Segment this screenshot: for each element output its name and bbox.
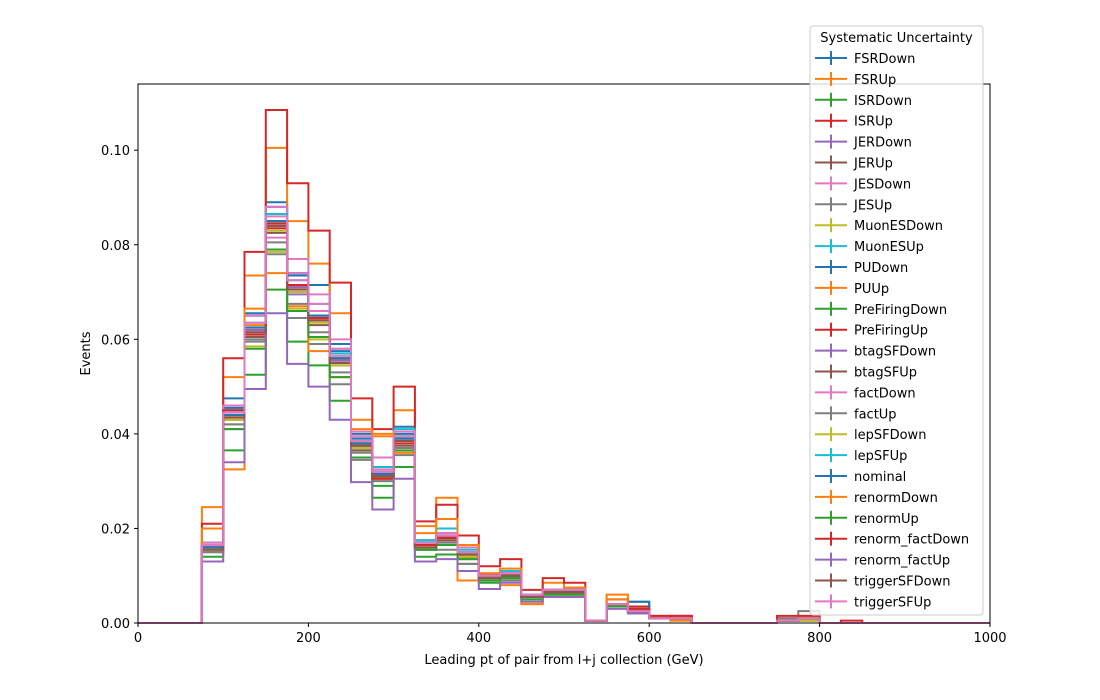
legend-label: PUDown (854, 261, 908, 276)
plot-area (137, 83, 991, 624)
legend-entry: nominal (815, 469, 906, 485)
x-tick-label: 400 (466, 631, 491, 646)
y-tick-label: 0.04 (101, 428, 130, 443)
x-tick-label: 600 (637, 631, 662, 646)
series-line-triggerSFUp (138, 215, 990, 624)
legend-label: lepSFDown (854, 428, 926, 443)
legend-label: btagSFDown (854, 345, 936, 360)
y-tick-label: 0.08 (101, 239, 130, 254)
legend-label: ISRUp (854, 115, 893, 130)
legend-label: btagSFUp (854, 366, 917, 381)
legend-label: nominal (854, 470, 906, 485)
legend-label: lepSFUp (854, 449, 907, 464)
legend-label: renormUp (854, 512, 919, 527)
legend-label: renorm_factDown (854, 533, 969, 548)
legend-entry: factUp (815, 406, 897, 422)
legend-label: JESUp (853, 198, 892, 213)
x-tick-label: 800 (807, 631, 832, 646)
legend-label: FSRDown (854, 52, 915, 67)
legend-entries: FSRDown FSRUp ISRDown ISRUp JERDown JERUp JESD… (815, 51, 969, 610)
legend-entry: JESDown (815, 176, 911, 192)
x-tick-label: 1000 (973, 631, 1006, 646)
legend-label: JESDown (853, 177, 911, 192)
legend-entry: factDown (815, 385, 916, 401)
legend-label: MuonESUp (854, 240, 924, 255)
legend-label: renormDown (854, 491, 938, 506)
legend-entry: FSRUp (815, 71, 896, 88)
y-tick-label: 0.00 (101, 617, 130, 632)
legend-entry: renorm_factDown (815, 531, 969, 548)
legend-label: triggerSFUp (854, 595, 931, 610)
legend-entry: triggerSFUp (815, 594, 931, 610)
legend-entry: ISRDown (815, 92, 912, 109)
legend-entry: triggerSFDown (815, 573, 950, 590)
x-axis: 0 200 400 600 800 1000 (134, 623, 1007, 646)
legend-entry: btagSFDown (815, 343, 936, 360)
y-tick-label: 0.06 (101, 333, 130, 348)
legend-entry: MuonESUp (815, 239, 924, 255)
y-axis: 0.00 0.02 0.04 0.06 0.08 0.10 (101, 144, 138, 632)
legend-entry: lepSFDown (815, 427, 926, 443)
legend-entry: PUDown (815, 260, 908, 276)
legend-entry: btagSFUp (815, 364, 917, 381)
legend-label: MuonESDown (854, 219, 943, 234)
legend-label: triggerSFDown (854, 575, 950, 590)
legend-entry: PreFiringUp (815, 322, 928, 339)
x-tick-label: 0 (134, 631, 142, 646)
legend-label: FSRUp (854, 73, 896, 88)
x-tick-label: 200 (296, 631, 321, 646)
legend-entry: renormUp (815, 510, 919, 527)
legend-box (809, 25, 984, 616)
legend-label: factUp (854, 407, 897, 422)
legend-label: factDown (854, 386, 916, 401)
legend-label: JERDown (853, 136, 912, 151)
legend-entry: ISRUp (815, 113, 893, 130)
legend-entry: PreFiringDown (815, 301, 947, 318)
legend-entry: MuonESDown (815, 218, 943, 234)
legend-label: PreFiringUp (854, 324, 928, 339)
legend-label: renorm_factUp (854, 554, 950, 569)
y-tick-label: 0.02 (101, 522, 130, 537)
legend-label: ISRDown (854, 94, 912, 109)
y-tick-label: 0.10 (101, 144, 130, 159)
legend-entry: renormDown (815, 489, 938, 506)
x-axis-label: Leading pt of pair from l+j collection (… (424, 653, 703, 668)
legend-entry: PUUp (815, 280, 889, 297)
legend-label: PUUp (854, 282, 889, 297)
legend: Systematic Uncertainty FSRDown FSRUp ISRDo… (809, 25, 984, 616)
series-layer (138, 109, 990, 624)
y-axis-label: Events (79, 331, 94, 375)
legend-entry: renorm_factUp (815, 552, 950, 569)
legend-entry: JERUp (815, 155, 893, 172)
legend-entry: JERDown (815, 134, 912, 151)
legend-entry: lepSFUp (815, 448, 907, 464)
legend-label: JERUp (853, 157, 893, 172)
plot-frame (137, 83, 991, 624)
legend-label: PreFiringDown (854, 303, 947, 318)
legend-entry: FSRDown (815, 51, 915, 67)
legend-entry: JESUp (815, 197, 892, 213)
legend-title: Systematic Uncertainty (820, 31, 973, 46)
